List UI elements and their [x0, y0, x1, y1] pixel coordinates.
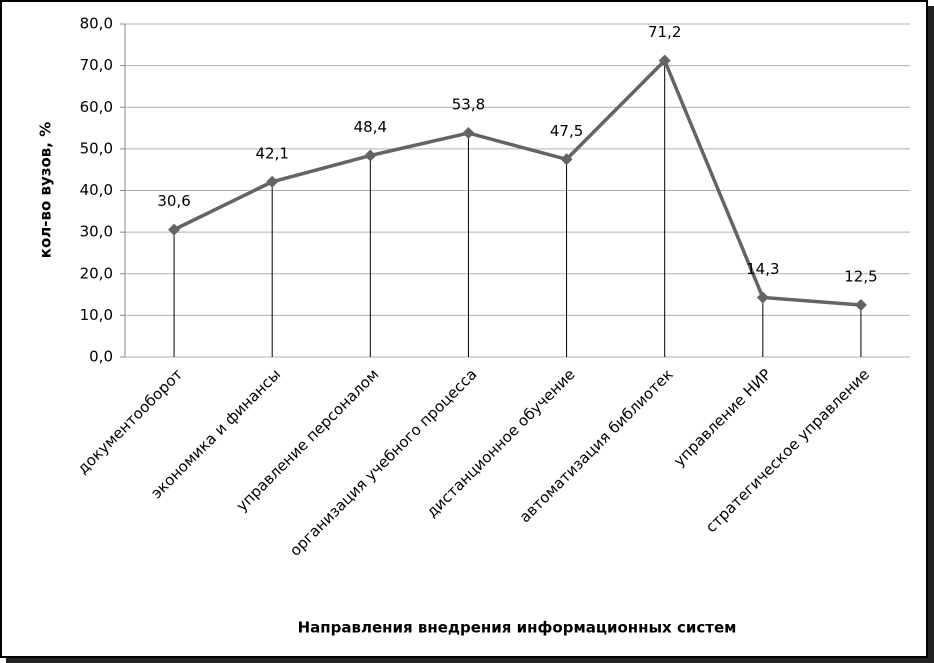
marker [658, 54, 671, 67]
y-tick-label: 50,0 [80, 139, 113, 157]
y-tick-label: 20,0 [80, 264, 113, 282]
marker [364, 149, 377, 162]
data-label: 42,1 [255, 144, 288, 162]
data-label: 48,4 [354, 118, 387, 136]
y-tick-label: 80,0 [80, 15, 113, 33]
data-label: 71,2 [648, 23, 681, 41]
marker [462, 127, 475, 140]
shadow [928, 6, 934, 663]
y-tick-label: 10,0 [80, 306, 113, 324]
marker [266, 175, 279, 188]
x-axis-title: Направления внедрения информационных сис… [298, 619, 737, 637]
shadow [6, 658, 934, 663]
marker [560, 153, 573, 166]
y-tick-label: 40,0 [80, 181, 113, 199]
marker [756, 291, 769, 304]
y-tick-label: 60,0 [80, 98, 113, 116]
data-label: 12,5 [844, 267, 877, 285]
data-label: 53,8 [452, 96, 485, 114]
line [173, 57, 862, 307]
data-label: 14,3 [746, 260, 779, 278]
data-label: 47,5 [550, 122, 583, 140]
y-tick-label: 0,0 [89, 348, 113, 366]
y-axis-title: кол-во вузов, % [37, 122, 55, 258]
data-label: 30,6 [157, 192, 190, 210]
y-tick-label: 70,0 [80, 56, 113, 74]
marker [854, 298, 867, 311]
marker [168, 223, 181, 236]
y-tick-label: 30,0 [80, 223, 113, 241]
